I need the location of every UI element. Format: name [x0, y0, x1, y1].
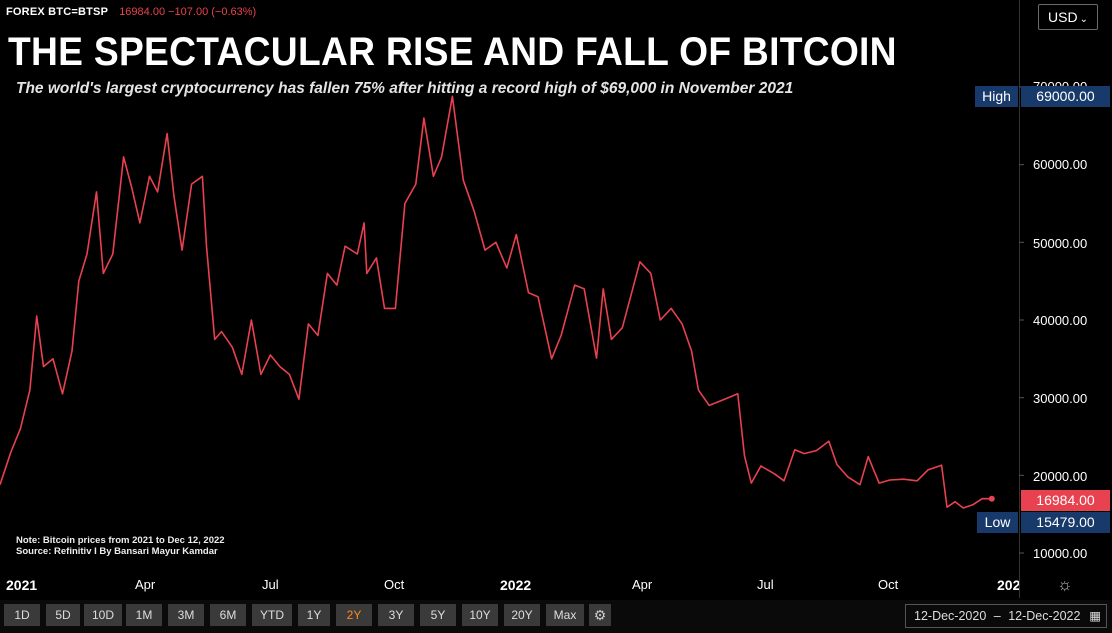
price-change-label: 16984.00 −107.00 (−0.63%)	[119, 6, 257, 18]
date-from: 12-Dec-2020	[914, 609, 987, 623]
date-to: 12-Dec-2022	[1008, 609, 1081, 623]
last-price-marker	[988, 495, 995, 502]
x-tick-label: Jul	[757, 577, 774, 592]
y-tick-label: 30000.00	[1033, 391, 1088, 406]
note-line: Note: Bitcoin prices from 2021 to Dec 12…	[16, 535, 225, 546]
x-tick-label: Jul	[262, 577, 279, 592]
chart-title: THE SPECTACULAR RISE AND FALL OF BITCOIN	[8, 30, 897, 74]
high-value-tag: 69000.00	[1021, 86, 1110, 107]
range-button-3y[interactable]: 3Y	[378, 604, 414, 626]
symbol-label: FOREX BTC=BTSP	[6, 6, 109, 18]
source-line: Source: Refinitiv I By Bansari Mayur Kam…	[16, 546, 218, 557]
gear-icon[interactable]: ⚙	[589, 604, 611, 626]
x-tick-label: Oct	[384, 577, 405, 592]
calendar-icon: ▦	[1089, 609, 1101, 623]
range-button-1y[interactable]: 1Y	[298, 604, 330, 626]
range-button-2y[interactable]: 2Y	[336, 604, 372, 626]
range-button-5d[interactable]: 5D	[46, 604, 80, 626]
range-button-5y[interactable]: 5Y	[420, 604, 456, 626]
last-price-tag: 16984.00	[1021, 490, 1110, 511]
price-series-line	[0, 95, 992, 509]
x-tick-label: 2021	[6, 577, 38, 593]
range-button-3m[interactable]: 3M	[168, 604, 204, 626]
range-button-ytd[interactable]: YTD	[252, 604, 292, 626]
x-tick-label: 2022	[500, 577, 532, 593]
y-tick-label: 40000.00	[1033, 313, 1088, 328]
chart-subtitle: The world's largest cryptocurrency has f…	[16, 80, 794, 97]
range-button-10y[interactable]: 10Y	[462, 604, 498, 626]
quote-header: FOREX BTC=BTSP 16984.00 −107.00 (−0.63%)	[6, 6, 256, 18]
date-range-picker[interactable]: 12-Dec-2020 – 12-Dec-2022 ▦	[905, 604, 1107, 628]
low-tag-label: Low	[977, 512, 1018, 533]
chevron-down-icon: ⌄	[1079, 14, 1088, 25]
range-button-10d[interactable]: 10D	[84, 604, 122, 626]
x-tick-label: Apr	[632, 577, 653, 592]
high-tag-label: High	[975, 86, 1018, 107]
chart-settings-icon[interactable]: ☼	[1057, 575, 1073, 594]
range-button-1d[interactable]: 1D	[4, 604, 40, 626]
chart-note: Note: Bitcoin prices from 2021 to Dec 12…	[16, 535, 225, 557]
range-button-max[interactable]: Max	[546, 604, 584, 626]
range-button-1m[interactable]: 1M	[126, 604, 162, 626]
range-button-6m[interactable]: 6M	[210, 604, 246, 626]
x-tick-label: Oct	[878, 577, 899, 592]
x-tick-label: Apr	[135, 577, 156, 592]
currency-label: USD	[1048, 9, 1078, 25]
low-value-tag: 15479.00	[1021, 512, 1110, 533]
currency-selector[interactable]: USD ⌄	[1038, 4, 1098, 30]
y-tick-label: 50000.00	[1033, 236, 1088, 251]
y-tick-label: 10000.00	[1033, 546, 1088, 561]
y-tick-label: 20000.00	[1033, 469, 1088, 484]
x-tick-label: 202	[997, 577, 1019, 593]
y-axis-separator	[1019, 0, 1020, 598]
date-separator: –	[993, 609, 1001, 623]
range-button-20y[interactable]: 20Y	[504, 604, 540, 626]
y-tick-label: 60000.00	[1033, 157, 1088, 172]
